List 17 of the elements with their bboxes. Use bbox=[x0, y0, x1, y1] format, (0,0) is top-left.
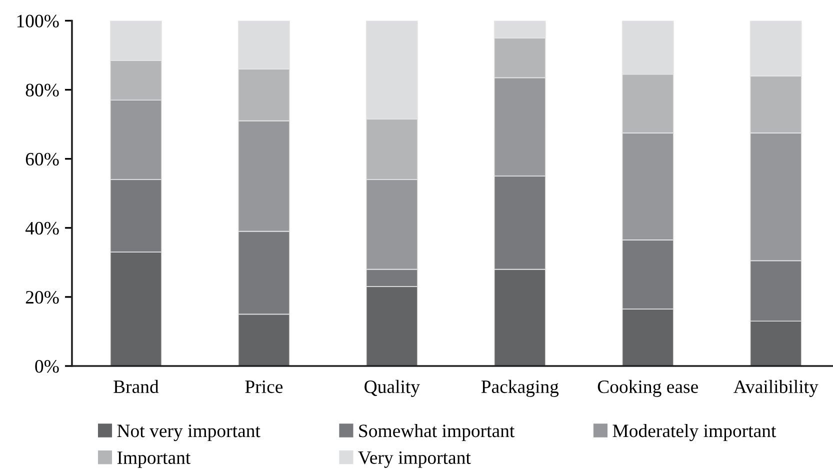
y-tick-label: 80% bbox=[26, 84, 59, 97]
y-tick-label: 0% bbox=[35, 360, 59, 373]
x-tick-label: Cooking ease bbox=[598, 380, 698, 397]
legend-label: Very important bbox=[358, 451, 471, 468]
y-tick-label: 40% bbox=[25, 222, 59, 235]
y-tick-label: 20% bbox=[26, 290, 59, 304]
x-tick-label: Availibility bbox=[734, 380, 818, 397]
x-tick-label: Packaging bbox=[481, 380, 559, 397]
x-tick-label: Price bbox=[245, 380, 283, 394]
legend-label: Not very important bbox=[117, 424, 260, 442]
x-tick-label: Brand bbox=[114, 380, 159, 394]
x-tick-label: Quality bbox=[364, 380, 420, 397]
legend-label: Moderately important bbox=[612, 424, 776, 442]
y-tick-label: 100% bbox=[17, 14, 59, 28]
legend-label: Somewhat important bbox=[359, 424, 515, 442]
legend-label: Important bbox=[117, 452, 191, 468]
y-tick-label: 60% bbox=[26, 152, 59, 166]
